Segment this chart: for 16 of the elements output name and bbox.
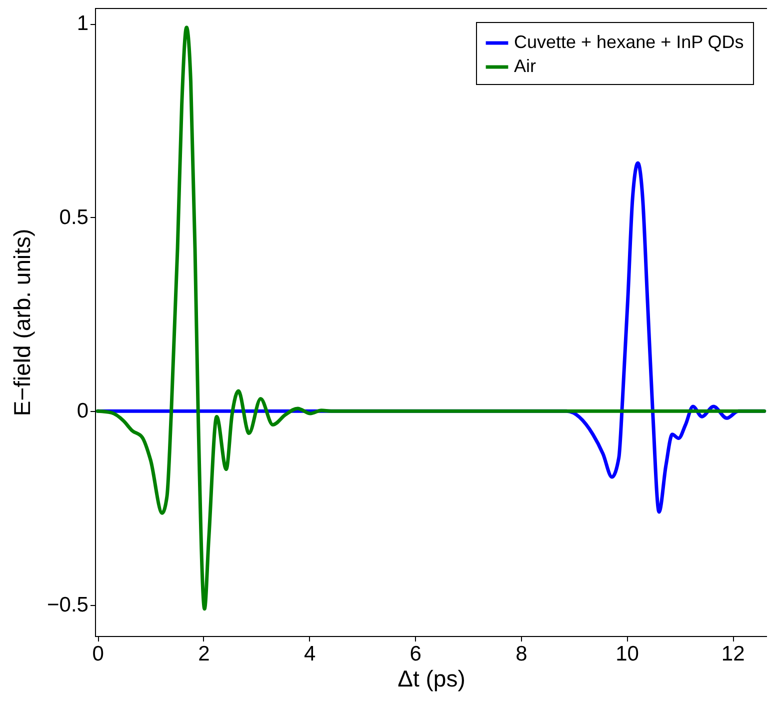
x-tick-label: 0 bbox=[92, 642, 104, 666]
x-tick-label: 12 bbox=[721, 642, 745, 666]
legend-label: Cuvette + hexane + InP QDs bbox=[514, 32, 744, 52]
x-axis-title: Δt (ps) bbox=[398, 666, 466, 692]
x-tick-label: 6 bbox=[410, 642, 422, 666]
x-tick-label: 4 bbox=[304, 642, 316, 666]
legend-label: Air bbox=[514, 56, 536, 76]
x-tick-label: 10 bbox=[616, 642, 639, 666]
x-tick-label: 2 bbox=[198, 642, 210, 666]
y-tick-label: 0.5 bbox=[59, 206, 88, 229]
x-tick-label: 8 bbox=[516, 642, 528, 666]
line-series bbox=[96, 26, 766, 611]
y-axis-title: E−field (arb. units) bbox=[9, 228, 36, 416]
y-tick-label: 0 bbox=[76, 400, 88, 423]
y-tick-label: 1 bbox=[76, 12, 88, 36]
y-tick-label: −0.5 bbox=[47, 593, 88, 616]
